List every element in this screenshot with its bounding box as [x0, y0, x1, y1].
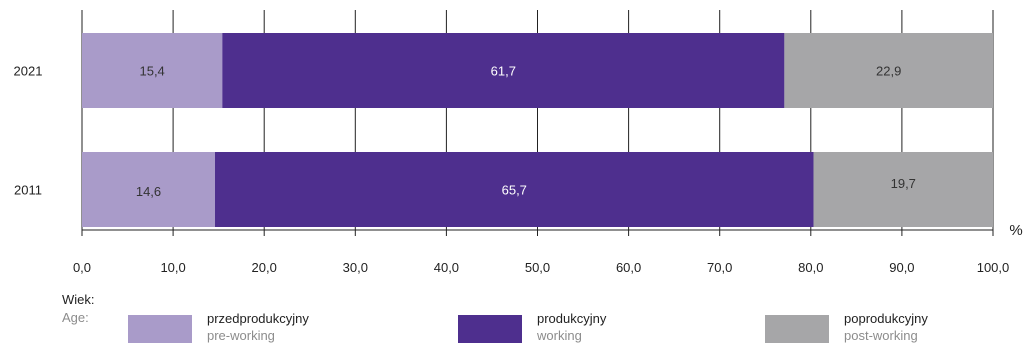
legend-label-przedprodukcyjny: przedprodukcyjny — [207, 311, 309, 326]
x-tick-label: 70,0 — [707, 260, 732, 275]
legend-title-en: Age: — [62, 310, 89, 325]
x-tick-label: 40,0 — [434, 260, 459, 275]
bar-segment — [82, 152, 216, 227]
data-label: 14,6 — [136, 184, 161, 199]
legend-label-produkcyjny: produkcyjny — [537, 311, 607, 326]
legend-label-pre-working: pre-working — [207, 328, 275, 343]
x-tick-label: 0,0 — [73, 260, 91, 275]
bar-segment — [784, 33, 993, 108]
data-label: 65,7 — [502, 183, 527, 198]
x-unit-label: % — [1009, 222, 1022, 239]
bar-segment — [215, 152, 814, 227]
bar-segment — [813, 152, 993, 227]
x-tick-labels: 0,0 10,0 20,0 30,0 40,0 50,0 60,0 70,0 80,0 90,0 1… — [73, 260, 1009, 275]
data-label: 22,9 — [876, 64, 901, 79]
legend-swatch-pre-working — [128, 315, 192, 343]
x-tick-label: 50,0 — [525, 260, 550, 275]
data-label: 61,7 — [491, 64, 516, 79]
x-tick-label: 30,0 — [343, 260, 368, 275]
legend-label-poprodukcyjny: poprodukcyjny — [844, 311, 928, 326]
category-labels: 2021 2011 — [14, 64, 43, 198]
category-label: 2011 — [14, 183, 42, 198]
legend-swatch-working — [458, 315, 522, 343]
bar-segments: 15,4 61,7 22,9 14,6 65,7 19,7 — [82, 33, 993, 227]
x-tick-label: 90,0 — [889, 260, 914, 275]
legend-swatch-post-working — [765, 315, 829, 343]
legend-title-pl: Wiek: — [62, 292, 95, 307]
x-tick-label: 20,0 — [252, 260, 277, 275]
x-tick-label: 60,0 — [616, 260, 641, 275]
category-label: 2021 — [14, 64, 43, 79]
stacked-bar-chart: 15,4 61,7 22,9 14,6 65,7 19,7 2021 2011 0,0 10,… — [14, 10, 1023, 275]
legend-label-working: working — [537, 328, 582, 343]
x-tick-label: 100,0 — [977, 260, 1010, 275]
bar-segment — [82, 33, 223, 108]
data-label: 19,7 — [891, 176, 916, 191]
legend-label-post-working: post-working — [844, 328, 918, 343]
x-tick-label: 80,0 — [798, 260, 823, 275]
data-label: 15,4 — [139, 64, 164, 79]
x-tick-label: 10,0 — [160, 260, 185, 275]
bar-segment — [222, 33, 785, 108]
